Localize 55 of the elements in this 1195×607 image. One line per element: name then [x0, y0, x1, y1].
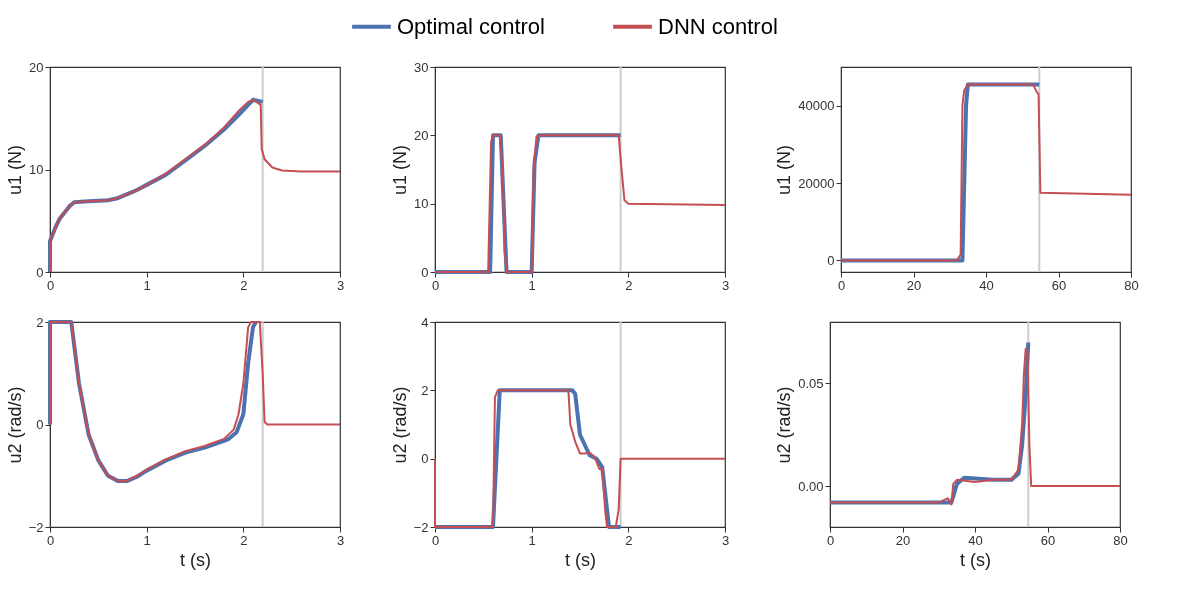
- y-tick-label: 0: [827, 252, 835, 268]
- y-tick-label: 20: [414, 127, 429, 143]
- x-tick-label: 80: [1124, 277, 1139, 293]
- x-tick-label: 2: [240, 532, 248, 548]
- x-tick-label: 0: [431, 277, 440, 293]
- y-tick-label: 30: [414, 59, 429, 75]
- x-axis-title: t (s): [565, 549, 596, 570]
- y-tick-label: 20: [29, 59, 44, 75]
- x-tick-label: 1: [528, 277, 536, 293]
- x-tick-label: 2: [240, 277, 248, 293]
- y-tick-label: 2: [36, 314, 44, 330]
- x-axis-title: t (s): [960, 549, 991, 570]
- x-tick-label: 2: [625, 532, 633, 548]
- x-tick-label: 20: [895, 532, 911, 548]
- y-tick-label: 0: [36, 264, 44, 280]
- x-tick-label: 0: [46, 532, 55, 548]
- y-tick-label: 0: [421, 264, 429, 280]
- y-tick-label: −2: [413, 519, 429, 535]
- x-tick-label: 3: [336, 277, 345, 293]
- x-tick-label: 2: [625, 277, 633, 293]
- y-axis-title: u1 (N): [5, 144, 26, 196]
- y-tick-label: 10: [29, 162, 44, 177]
- x-tick-label: 0: [837, 277, 846, 293]
- y-tick-label: −2: [28, 519, 44, 535]
- x-axis-title: t (s): [180, 549, 211, 570]
- x-tick-label: 3: [336, 532, 345, 548]
- x-tick-label: 1: [143, 277, 151, 293]
- legend-label: DNN control: [658, 13, 778, 39]
- y-tick-label: 20000: [798, 175, 835, 191]
- x-tick-label: 60: [1051, 277, 1067, 293]
- x-tick-label: 0: [431, 532, 440, 548]
- y-axis-title: u1 (N): [774, 144, 795, 196]
- x-tick-label: 40: [979, 277, 994, 293]
- x-tick-label: 1: [143, 532, 151, 548]
- x-tick-label: 40: [968, 532, 983, 548]
- y-axis-title: u2 (rad/s): [389, 386, 410, 464]
- y-tick-label: 2: [421, 382, 429, 398]
- x-tick-label: 20: [906, 277, 922, 293]
- y-axis-title: u2 (rad/s): [4, 386, 25, 464]
- x-tick-label: 3: [721, 277, 730, 293]
- y-tick-label: 0.05: [798, 376, 824, 391]
- y-tick-label: 4: [421, 314, 429, 330]
- x-tick-label: 3: [721, 532, 730, 548]
- y-tick-label: 10: [414, 196, 429, 212]
- x-tick-label: 0: [46, 277, 55, 293]
- x-tick-label: 1: [528, 532, 536, 548]
- y-tick-label: 40000: [798, 98, 835, 114]
- y-tick-label: 0: [36, 417, 44, 432]
- y-axis-title: u2 (rad/s): [774, 386, 795, 464]
- y-tick-label: 0.00: [798, 478, 824, 494]
- x-tick-label: 80: [1113, 532, 1128, 548]
- x-tick-label: 60: [1040, 532, 1056, 548]
- y-axis-title: u1 (N): [390, 144, 411, 196]
- legend-label: Optimal control: [397, 13, 545, 39]
- y-tick-label: 0: [421, 451, 429, 467]
